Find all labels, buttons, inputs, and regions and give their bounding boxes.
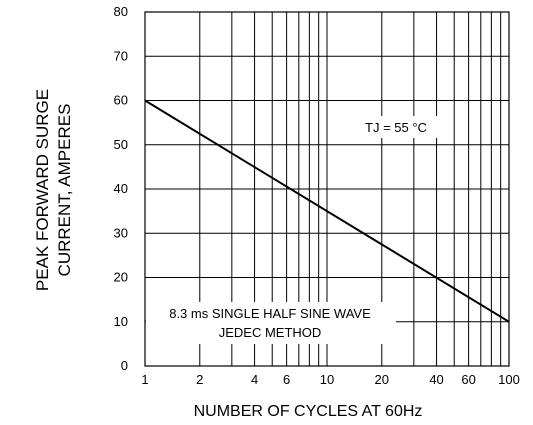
surge-current-line	[144, 99, 510, 323]
y-tick-label: 30	[114, 225, 128, 240]
y-tick-label: 80	[114, 4, 128, 19]
y-tick-label: 10	[114, 314, 128, 329]
x-tick-label: 2	[196, 372, 203, 387]
x-tick-label: 4	[251, 372, 258, 387]
y-tick-label: 60	[114, 93, 128, 108]
x-tick-label: 20	[375, 372, 389, 387]
x-tick-label: 40	[429, 372, 443, 387]
method-label-line2: JEDEC METHOD	[219, 325, 322, 340]
x-tick-label: 1	[141, 372, 148, 387]
x-tick-label: 6	[283, 372, 290, 387]
y-axis-label-line2: CURRENT, AMPERES	[55, 104, 74, 277]
method-label-line1: 8.3 ms SINGLE HALF SINE WAVE	[169, 306, 371, 321]
x-tick-label: 60	[461, 372, 475, 387]
temperature-label: TJ = 55 °C	[365, 120, 427, 135]
y-tick-label: 70	[114, 48, 128, 63]
x-tick-label: 100	[498, 372, 520, 387]
y-tick-labels: 0 10 20 30 40 50 60 70 80	[114, 4, 128, 373]
y-tick-label: 20	[114, 270, 128, 285]
y-axis-label-line1: PEAK FORWARD SURGE	[33, 89, 52, 291]
y-tick-label: 40	[114, 181, 128, 196]
plot-frame	[144, 11, 510, 367]
y-tick-label: 0	[121, 358, 128, 373]
x-tick-label: 10	[320, 372, 334, 387]
x-tick-labels: 1 2 4 6 10 20 40 60 100	[141, 372, 519, 387]
method-label-bg	[146, 302, 396, 344]
temperature-label-bg	[352, 116, 440, 138]
y-tick-label: 50	[114, 137, 128, 152]
x-axis-label: NUMBER OF CYCLES AT 60Hz	[194, 403, 423, 420]
